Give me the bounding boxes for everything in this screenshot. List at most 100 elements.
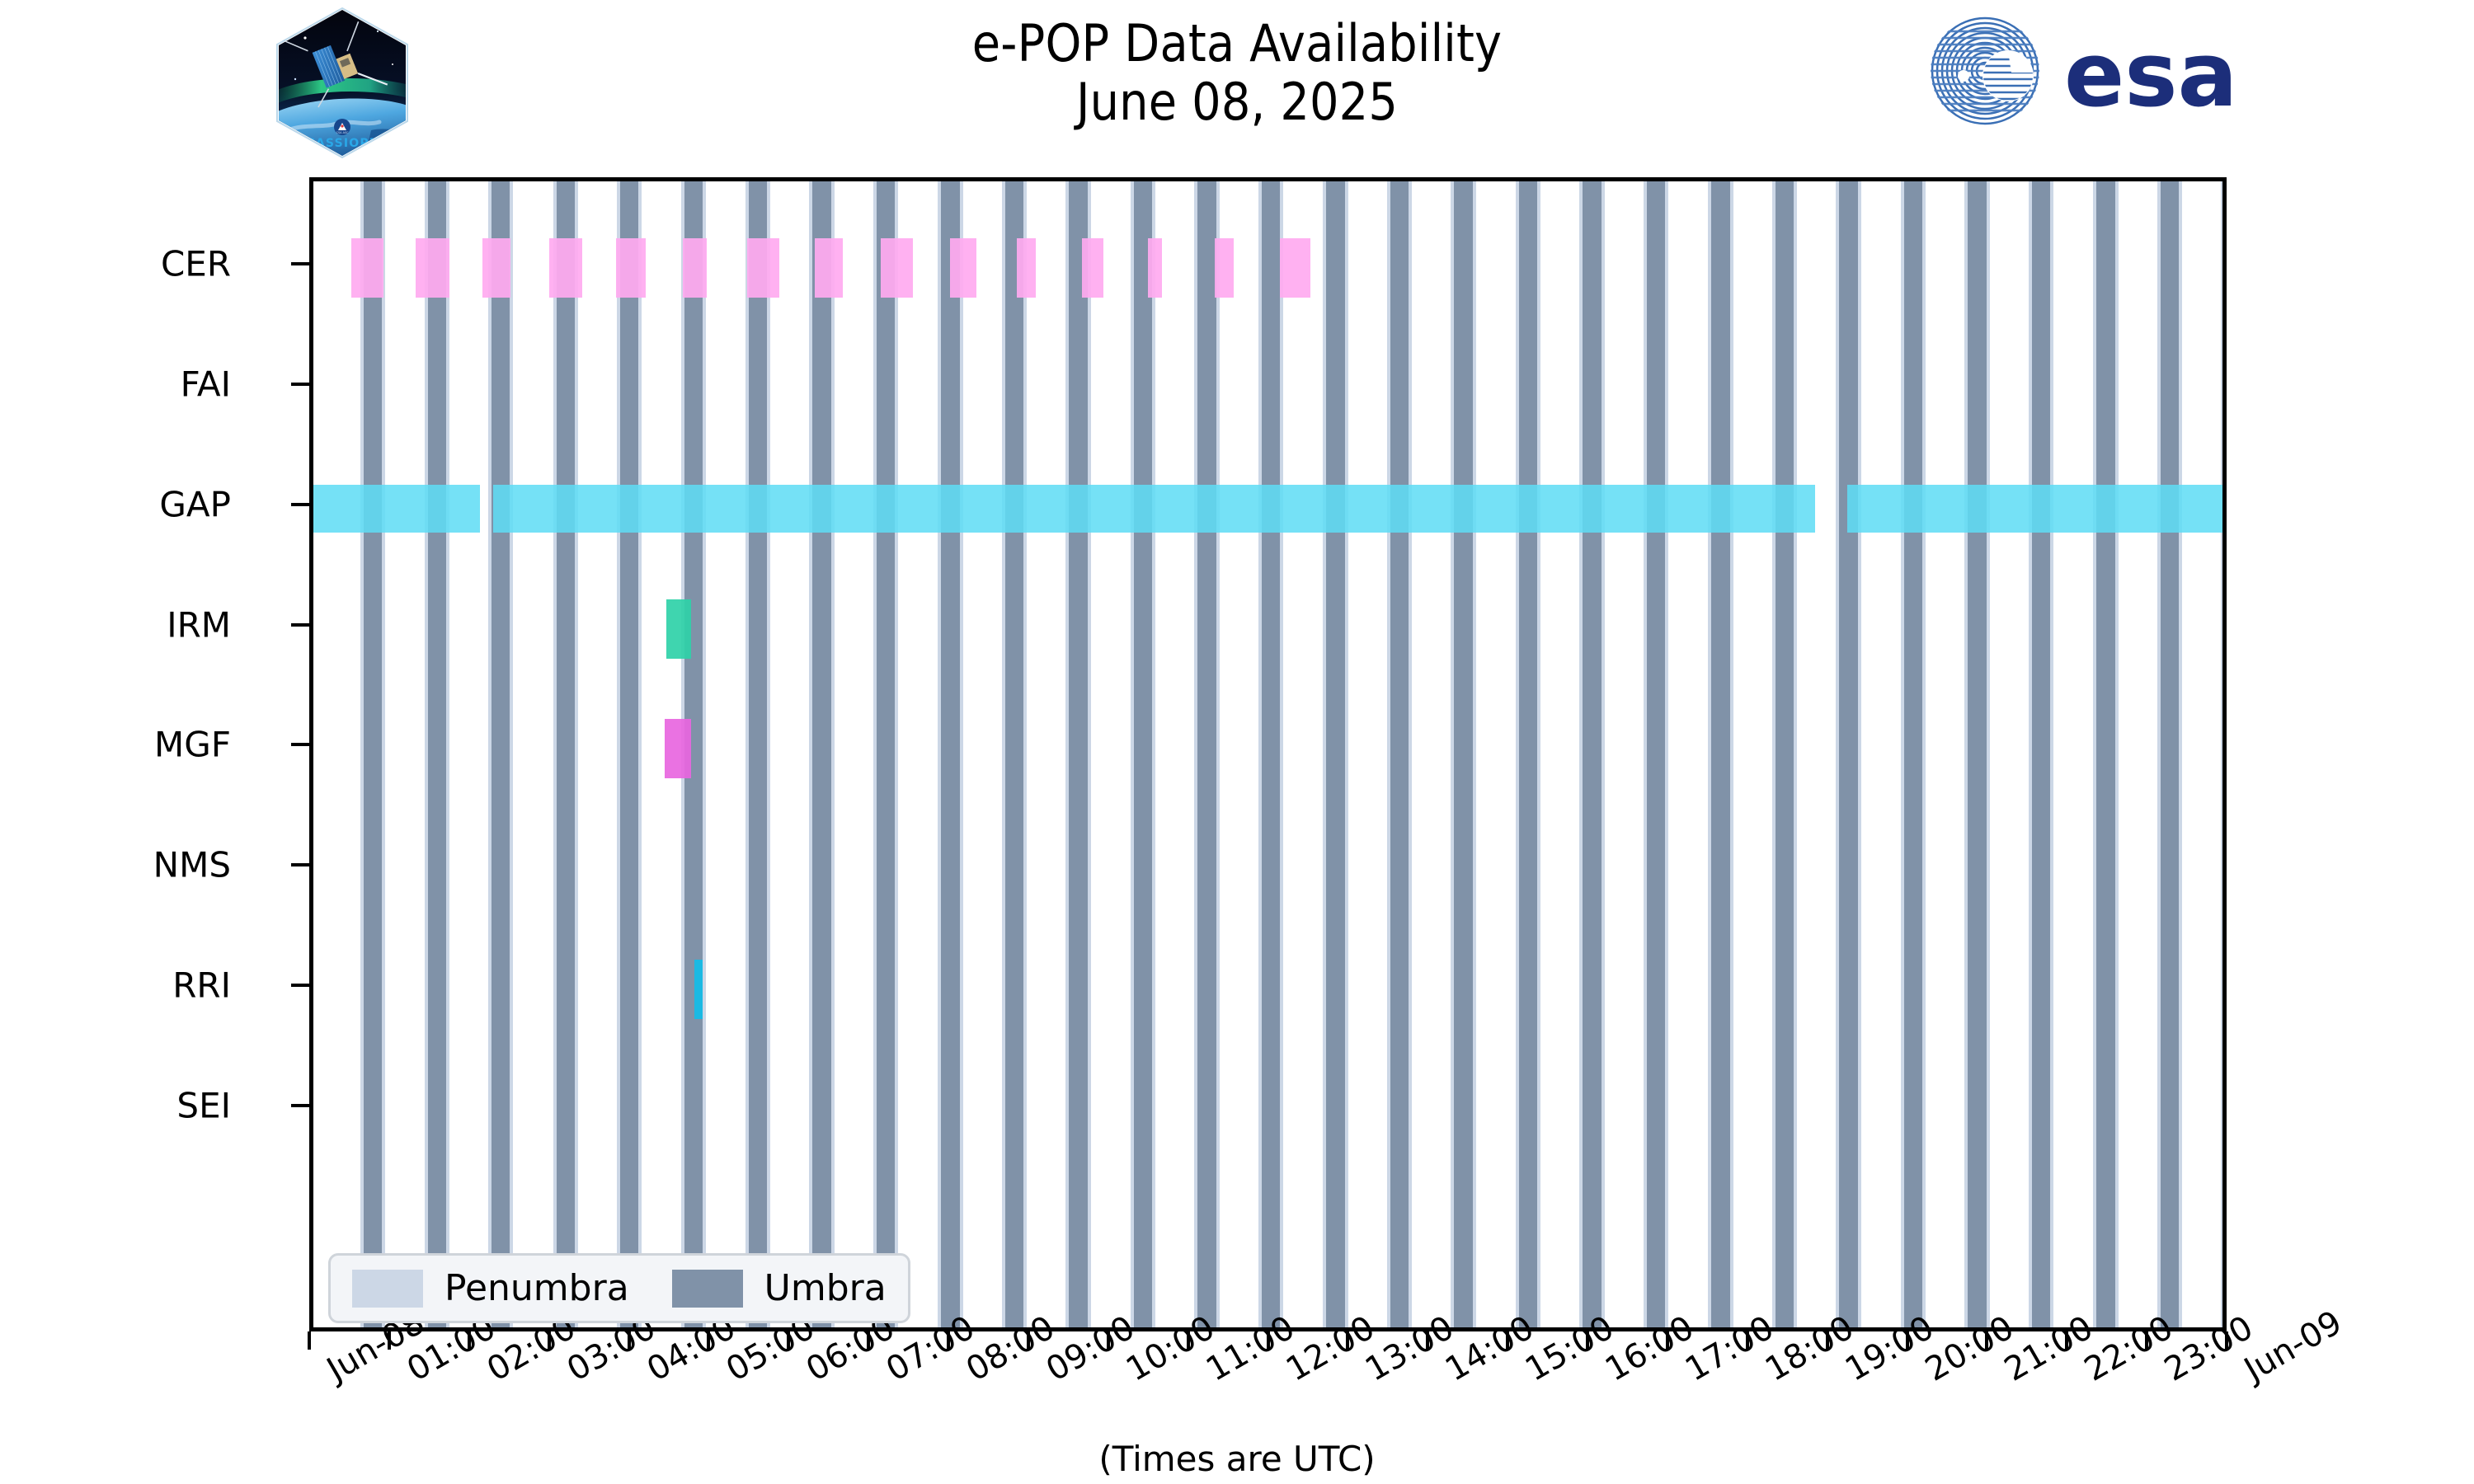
title-line-2: June 08, 2025 <box>1075 71 1399 132</box>
y-tick-label-gap: GAP <box>159 484 231 525</box>
y-tick-mark <box>291 382 309 386</box>
x-tick-label: 11:00 <box>1199 1308 1301 1389</box>
data-bar-cer <box>815 238 844 298</box>
y-tick-label-fai: FAI <box>180 364 231 405</box>
data-bar-mgf <box>665 719 692 779</box>
data-bar-cer <box>747 238 779 298</box>
x-tick-mark <box>1665 1331 1669 1350</box>
y-tick-mark <box>291 262 309 265</box>
x-tick-mark <box>1745 1331 1749 1350</box>
x-tick-mark <box>1266 1331 1270 1350</box>
x-tick-label: 02:00 <box>480 1308 582 1389</box>
x-tick-label: 13:00 <box>1359 1308 1461 1389</box>
data-bar-gap <box>492 484 760 533</box>
legend-item-umbra: Umbra <box>671 1267 887 1309</box>
x-tick-label: 07:00 <box>880 1308 981 1389</box>
umbra-band <box>427 181 446 1327</box>
data-bar-gap <box>1302 484 1360 533</box>
x-tick-mark <box>867 1331 871 1350</box>
data-bar-gap <box>1604 484 1816 533</box>
x-tick-mark <box>2225 1331 2228 1350</box>
data-bar-cer <box>616 238 646 298</box>
data-bar-cer <box>1148 238 1162 298</box>
umbra-band <box>1968 181 1987 1327</box>
data-bar-cer <box>350 238 384 298</box>
x-tick-mark <box>1506 1331 1510 1350</box>
data-bar-gap <box>313 484 481 533</box>
x-tick-label: Jun-08 <box>321 1303 431 1389</box>
x-tick-label: 21:00 <box>1998 1308 2100 1389</box>
umbra-band <box>556 181 575 1327</box>
x-tick-mark <box>1026 1331 1030 1350</box>
penumbra-swatch <box>352 1269 423 1308</box>
umbra-band <box>1518 181 1538 1327</box>
umbra-band <box>1839 181 1858 1327</box>
umbra-band <box>876 181 896 1327</box>
umbra-band <box>620 181 639 1327</box>
umbra-band <box>1711 181 1730 1327</box>
x-tick-mark <box>1825 1331 1829 1350</box>
x-tick-label: 04:00 <box>640 1308 742 1389</box>
umbra-band <box>1133 181 1153 1327</box>
page-header: CSA ASC CASSIOPE e-POP Data Availability… <box>0 0 2474 165</box>
data-bar-cer <box>1280 238 1310 298</box>
data-bar-cer <box>482 238 511 298</box>
x-tick-label: 12:00 <box>1279 1308 1381 1389</box>
umbra-band <box>1775 181 1794 1327</box>
y-tick-mark <box>291 863 309 867</box>
umbra-band <box>1069 181 1088 1327</box>
x-tick-label: 19:00 <box>1838 1308 1940 1389</box>
x-tick-mark <box>1985 1331 1989 1350</box>
data-bar-cer <box>682 238 707 298</box>
x-tick-label: 14:00 <box>1439 1308 1541 1389</box>
data-bar-gap <box>1847 484 2222 533</box>
x-tick-mark <box>1426 1331 1430 1350</box>
x-tick-label: 18:00 <box>1758 1308 1860 1389</box>
y-tick-mark <box>291 502 309 506</box>
data-bar-cer <box>1214 238 1234 298</box>
umbra-band <box>941 181 960 1327</box>
y-tick-mark <box>291 1103 309 1107</box>
y-tick-label-nms: NMS <box>153 844 231 885</box>
umbra-band <box>812 181 831 1327</box>
umbra-band <box>364 181 383 1327</box>
x-tick-label: 06:00 <box>800 1308 902 1389</box>
x-tick-label: 16:00 <box>1599 1308 1700 1389</box>
y-tick-label-sei: SEI <box>176 1085 231 1126</box>
umbra-band <box>1390 181 1409 1327</box>
x-tick-mark <box>1905 1331 1909 1350</box>
y-tick-label-rri: RRI <box>172 965 231 1006</box>
umbra-band <box>1646 181 1666 1327</box>
x-tick-mark <box>707 1331 711 1350</box>
esa-wordmark: esa <box>2064 24 2237 127</box>
x-tick-label: 17:00 <box>1678 1308 1780 1389</box>
x-tick-label: 08:00 <box>960 1308 1061 1389</box>
data-bar-cer <box>950 238 977 298</box>
chart-plot-area <box>313 181 2222 1327</box>
data-bar-cer <box>1081 238 1104 298</box>
x-tick-mark <box>467 1331 471 1350</box>
chart-legend: Penumbra Umbra <box>328 1253 910 1323</box>
umbra-band <box>1004 181 1024 1327</box>
umbra-band <box>1583 181 1602 1327</box>
svg-text:CSA ASC: CSA ASC <box>336 131 349 134</box>
data-bar-gap <box>1110 484 1303 533</box>
data-bar-cer <box>880 238 913 298</box>
umbra-band <box>1454 181 1473 1327</box>
x-tick-label: 09:00 <box>1039 1308 1141 1389</box>
page-title: e-POP Data Availability June 08, 2025 <box>627 14 1847 132</box>
x-tick-mark <box>547 1331 551 1350</box>
data-bar-cer <box>416 238 449 298</box>
x-tick-mark <box>2065 1331 2069 1350</box>
y-tick-mark <box>291 743 309 747</box>
umbra-band <box>1197 181 1216 1327</box>
x-tick-mark <box>2145 1331 2149 1350</box>
x-tick-label: 15:00 <box>1519 1308 1620 1389</box>
availability-chart <box>309 177 2227 1331</box>
umbra-band <box>1261 181 1281 1327</box>
x-tick-mark <box>1346 1331 1350 1350</box>
x-tick-label: 23:00 <box>2158 1308 2260 1389</box>
x-tick-label: 05:00 <box>720 1308 822 1389</box>
x-tick-label: Jun-09 <box>2238 1303 2349 1389</box>
data-bar-gap <box>759 484 1111 533</box>
